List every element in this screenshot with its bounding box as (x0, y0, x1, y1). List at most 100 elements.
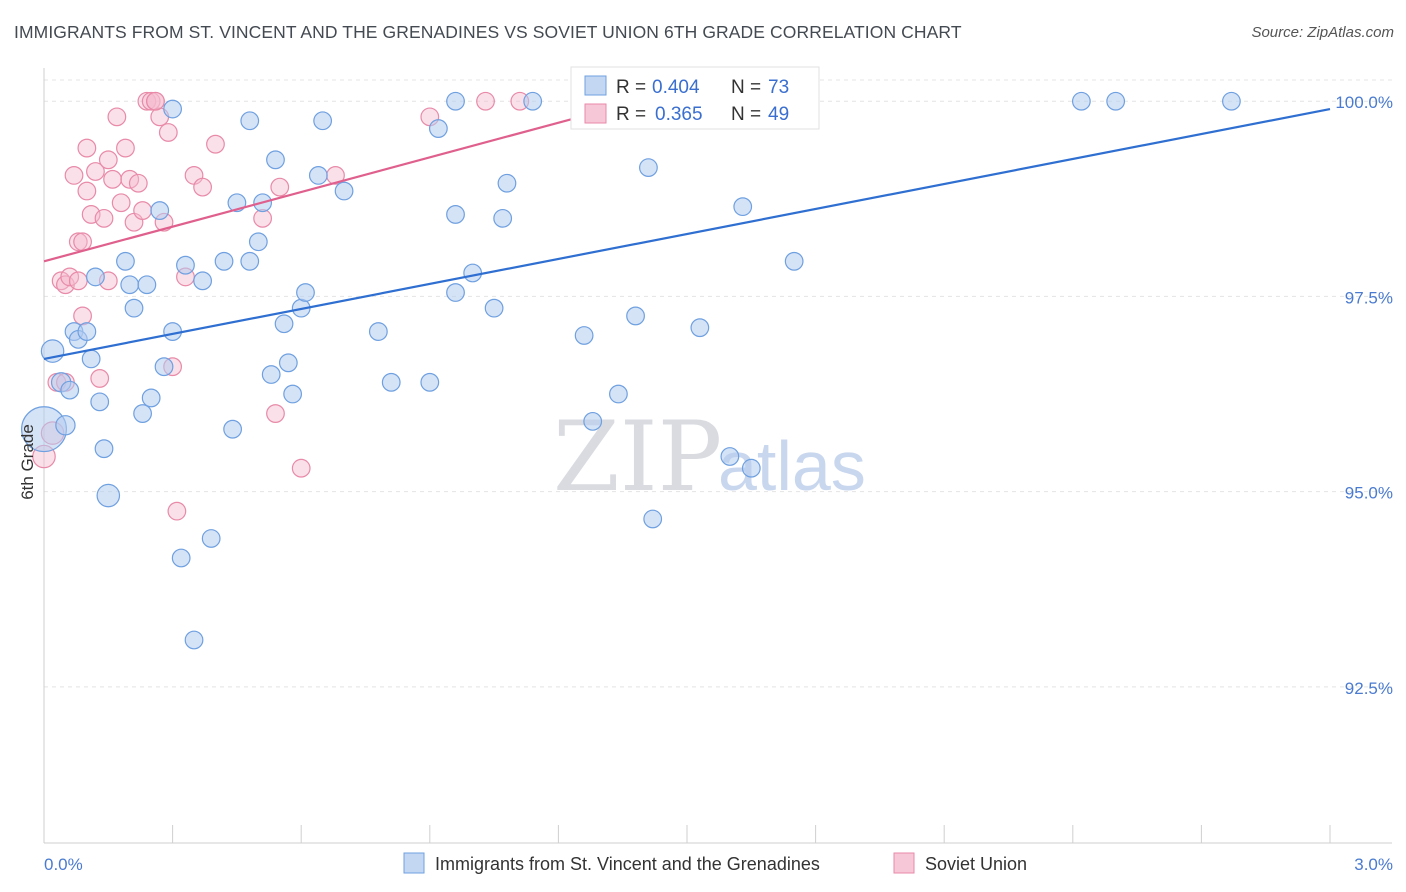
scatter-point (497, 173, 517, 193)
scatter-point (154, 357, 174, 377)
scatter-point (86, 267, 105, 287)
scatter-point (86, 162, 105, 181)
y-tick-label: 95.0% (1345, 484, 1393, 503)
scatter-point (137, 275, 157, 295)
x-tick-label: 3.0% (1354, 855, 1393, 874)
scatter-point (77, 138, 97, 158)
scatter-point (55, 415, 76, 436)
y-tick-label: 92.5% (1345, 679, 1393, 698)
legend-r-value-1: 0.404 (652, 77, 700, 98)
scatter-point (68, 271, 88, 291)
scatter-point (493, 208, 513, 228)
scatter-point (73, 306, 92, 326)
scatter-point (643, 509, 663, 529)
scatter-point (167, 501, 187, 521)
watermark-atlas: atlas (718, 427, 866, 505)
bottom-legend-swatch-pink (893, 852, 915, 874)
scatter-point (60, 380, 80, 400)
scatter-point (313, 111, 333, 131)
scatter-point (77, 181, 97, 201)
scatter-point (73, 232, 92, 252)
scatter-point (133, 404, 152, 423)
legend-r-value-2: 0.365 (655, 104, 703, 125)
scatter-point (523, 91, 543, 111)
scatter-point (420, 372, 440, 392)
legend-n-label-2: N = (731, 104, 761, 125)
scatter-point (103, 169, 122, 189)
scatter-point (206, 134, 225, 154)
bottom-legend-label-blue: Immigrants from St. Vincent and the Gren… (435, 854, 820, 874)
scatter-point (476, 91, 495, 111)
scatter-point (334, 181, 354, 201)
scatter-point (150, 201, 170, 220)
legend-swatch-pink (584, 103, 607, 124)
scatter-point (141, 91, 161, 111)
scatter-point (98, 150, 118, 170)
scatter-point (446, 91, 465, 111)
watermark-zip: ZIP (553, 401, 722, 513)
scatter-point (107, 107, 127, 127)
y-tick-label: 100.0% (1335, 93, 1393, 112)
x-tick-label: 0.0% (44, 855, 83, 874)
scatter-point (163, 99, 183, 119)
scatter-point (223, 419, 243, 439)
scatter-point (248, 232, 268, 252)
scatter-point (120, 275, 140, 295)
scatter-point (214, 251, 234, 271)
y-axis-label: 6th Grade (18, 424, 37, 500)
bottom-legend-swatch-blue (403, 852, 425, 874)
scatter-point (96, 483, 121, 508)
legend-n-value-2: 49 (768, 104, 789, 125)
scatter-point (128, 173, 148, 193)
x-tick-labels: 0.0% 3.0% (44, 855, 1393, 874)
legend-r-label-1: R = (616, 77, 646, 98)
scatter-point (193, 271, 213, 291)
scatter-point (261, 365, 281, 384)
scatter-point (446, 283, 465, 302)
legend-r-label-2: R = (616, 104, 646, 125)
scatter-point (171, 548, 191, 568)
scatter-point (90, 369, 110, 388)
scatter-point (733, 197, 753, 217)
scatter-point (141, 388, 161, 408)
legend-box (570, 66, 820, 130)
scatter-point (308, 166, 328, 185)
bottom-legend-label-pink: Soviet Union (925, 854, 1027, 874)
scatter-point (158, 123, 178, 142)
scatter-point (77, 322, 97, 341)
scatter-point (201, 529, 221, 548)
scatter-point (463, 263, 483, 283)
scatter-point (278, 353, 298, 373)
scatter-point (193, 177, 213, 197)
scatter-point (163, 322, 183, 341)
scatter-point (1222, 91, 1241, 111)
scatter-point (240, 111, 260, 131)
watermark: ZIP atlas (553, 401, 866, 513)
scatter-point (626, 306, 645, 326)
scatter-point (184, 630, 204, 650)
scatter-point (68, 232, 88, 252)
scatter-point (484, 298, 504, 318)
legend: R = 0.404 N = 73 R = 0.365 N = 49 (570, 66, 820, 130)
scatter-point (111, 193, 131, 213)
scatter-point (240, 251, 260, 271)
scatter-point (446, 205, 465, 224)
scatter-point (428, 119, 448, 138)
scatter-point (133, 201, 152, 220)
scatter-point (291, 458, 311, 478)
scatter-point (94, 208, 114, 228)
grid-lines (44, 79, 1392, 688)
scatter-point (690, 318, 710, 338)
scatter-point (270, 177, 290, 197)
scatter-point (720, 447, 740, 466)
scatter-point (266, 150, 285, 170)
scatter-point (253, 208, 273, 228)
scatter-point (64, 166, 84, 185)
scatter-point (368, 322, 388, 341)
scatter-point (116, 251, 135, 271)
legend-n-label-1: N = (731, 77, 761, 98)
scatter-point (296, 283, 315, 302)
scatter-point (124, 298, 144, 318)
scatter-point (741, 458, 761, 478)
